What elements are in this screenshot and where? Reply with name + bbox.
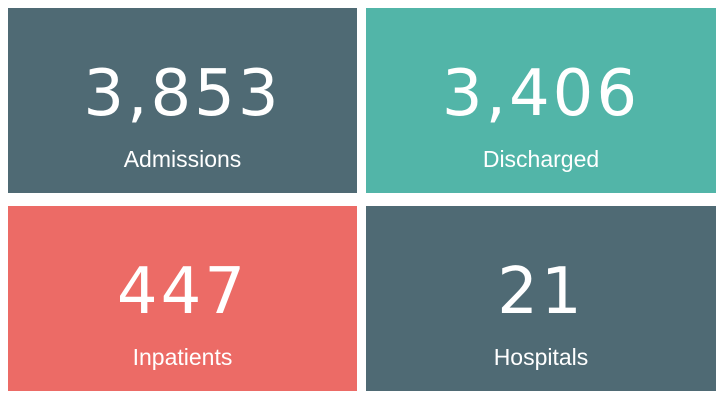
inpatients-value: 447 — [116, 255, 249, 329]
discharged-value: 3,406 — [441, 57, 641, 131]
admissions-card[interactable]: 3,853 Admissions — [8, 8, 357, 193]
hospitals-value: 21 — [497, 255, 585, 329]
admissions-label: Admissions — [123, 146, 242, 172]
hospitals-card[interactable]: 21 Hospitals — [366, 206, 716, 391]
discharged-card[interactable]: 3,406 Discharged — [366, 8, 716, 193]
admissions-value: 3,853 — [83, 57, 282, 131]
inpatients-card[interactable]: 447 Inpatients — [8, 206, 357, 391]
hospitals-label: Hospitals — [493, 344, 589, 370]
inpatients-label: Inpatients — [132, 344, 233, 370]
discharged-label: Discharged — [482, 146, 600, 172]
